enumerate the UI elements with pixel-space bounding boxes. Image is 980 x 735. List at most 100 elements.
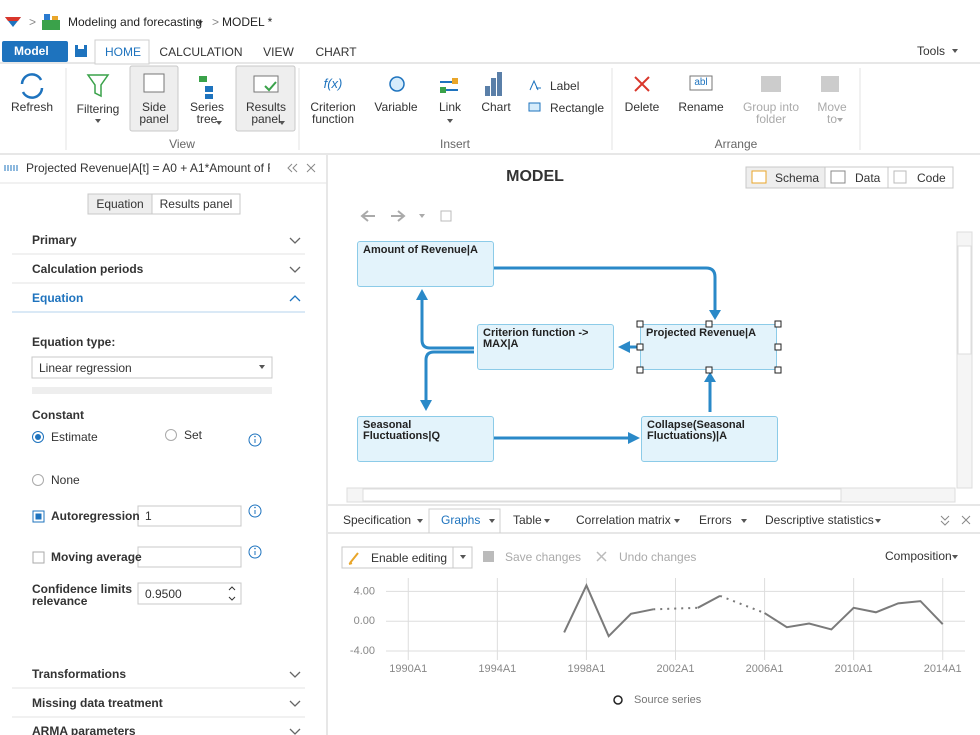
section-header[interactable]: ARMA parameters xyxy=(32,724,136,735)
section-header[interactable]: Equation xyxy=(32,291,84,305)
checkbox xyxy=(32,551,45,564)
menu-tab[interactable]: CALCULATION xyxy=(159,45,243,59)
radio-label[interactable]: Estimate xyxy=(51,430,98,444)
link-icon xyxy=(440,87,446,93)
results-tab[interactable]: Descriptive statistics xyxy=(765,513,874,527)
ribbon-button[interactable]: Label xyxy=(550,79,580,93)
diagram-node[interactable]: Projected Revenue|A xyxy=(640,324,777,370)
y-tick-label: -4.00 xyxy=(350,645,375,657)
info-icon xyxy=(254,506,256,509)
view-toggle-label[interactable]: Schema xyxy=(775,171,820,185)
input-value[interactable]: 1 xyxy=(145,509,152,523)
sub-tab[interactable]: Results panel xyxy=(159,197,233,211)
view-toggle-label[interactable]: Data xyxy=(855,171,881,185)
chart-icon xyxy=(497,72,502,96)
ribbon-button[interactable]: Variable xyxy=(374,100,418,114)
results-tab[interactable]: Table xyxy=(513,513,542,527)
caret xyxy=(875,519,881,523)
toolbar-button[interactable]: Composition xyxy=(885,549,952,563)
results-tab[interactable]: Specification xyxy=(343,513,412,527)
undo-icon xyxy=(596,551,607,562)
caret xyxy=(259,365,265,369)
ribbon-button[interactable]: Delete xyxy=(624,100,660,114)
radio-label[interactable]: None xyxy=(51,473,80,487)
ribbon-button[interactable]: Series tree xyxy=(189,100,224,126)
chevron xyxy=(289,700,301,707)
x-tick-label: 2014A1 xyxy=(924,663,962,675)
menu-tab[interactable]: CHART xyxy=(315,45,357,59)
section-header[interactable]: Calculation periods xyxy=(32,262,144,276)
save-icon-slot xyxy=(78,45,84,49)
caret xyxy=(417,519,423,523)
connector xyxy=(424,350,474,402)
nav-icon xyxy=(360,210,375,222)
menu-tab[interactable]: VIEW xyxy=(263,45,294,59)
results-tab[interactable]: Errors xyxy=(699,513,732,527)
pressed-button xyxy=(235,65,296,132)
group-label: View xyxy=(169,137,195,151)
chevron xyxy=(289,728,301,735)
breadcrumb-app[interactable]: Modeling and forecasting xyxy=(68,15,203,29)
ribbon-button[interactable]: Move to xyxy=(817,100,847,126)
breadcrumb-model[interactable]: MODEL * xyxy=(222,15,273,29)
close-icon xyxy=(306,163,316,173)
section-header[interactable]: Missing data treatment xyxy=(32,696,163,710)
folder-icon xyxy=(42,20,60,30)
folder-icon xyxy=(761,76,781,92)
select xyxy=(31,356,273,379)
ribbon-button[interactable]: Group into folder xyxy=(742,100,800,126)
side-panel-title: Projected Revenue|A[t] = A0 + A1*Amount … xyxy=(26,161,270,175)
diagram-node[interactable]: Seasonal Fluctuations|Q xyxy=(357,416,494,462)
checkbox-label[interactable]: Autoregression xyxy=(51,509,140,523)
ribbon-button[interactable]: Rename xyxy=(678,100,724,114)
diagram-node[interactable]: Amount of Revenue|A xyxy=(357,241,494,287)
radio-label[interactable]: Set xyxy=(184,428,203,442)
ribbon-button[interactable]: Link xyxy=(438,100,461,114)
ribbon-button[interactable]: Rectangle xyxy=(550,101,605,115)
side-panel-icon xyxy=(143,73,165,93)
section-header[interactable]: Transformations xyxy=(32,667,127,681)
toolbar-button[interactable]: Undo changes xyxy=(619,550,697,564)
model-button[interactable]: Model xyxy=(2,41,68,62)
results-tab[interactable]: Graphs xyxy=(441,513,481,527)
checkbox-label[interactable]: Moving average xyxy=(51,550,142,564)
diagram-node[interactable]: Collapse(Seasonal Fluctuations)|A xyxy=(641,416,778,462)
caret xyxy=(279,121,285,125)
caret xyxy=(837,118,843,122)
caret xyxy=(741,519,747,523)
section-header[interactable]: Primary xyxy=(32,233,77,247)
ribbon-button[interactable]: Results panel xyxy=(245,100,286,126)
view-toggle-label[interactable]: Code xyxy=(917,171,946,185)
ribbon-button[interactable]: Side panel xyxy=(139,100,169,126)
tools-menu[interactable]: Tools xyxy=(917,44,946,58)
select-value[interactable]: Linear regression xyxy=(39,361,132,375)
x-tick-label: 2010A1 xyxy=(835,663,873,675)
caret xyxy=(95,119,101,123)
diagram-node[interactable]: Criterion function -> MAX|A xyxy=(477,324,614,370)
link-icon xyxy=(452,78,458,84)
ribbon-button[interactable]: Filtering xyxy=(76,102,120,116)
legend-marker xyxy=(613,695,623,705)
y-tick-label: 4.00 xyxy=(354,585,375,597)
spinner xyxy=(228,586,236,601)
arrowhead xyxy=(416,289,428,300)
results-tab[interactable]: Correlation matrix xyxy=(576,513,671,527)
x-tick-label: 2006A1 xyxy=(746,663,784,675)
ribbon-button[interactable]: Chart xyxy=(481,100,511,114)
ribbon-button[interactable]: Refresh xyxy=(10,100,54,114)
results-check xyxy=(264,81,277,92)
ribbon-button[interactable]: Criterion function xyxy=(310,100,356,126)
breadcrumb-separator: > xyxy=(29,15,37,29)
caret xyxy=(197,21,203,25)
folder-icon xyxy=(44,14,50,20)
toolbar-button[interactable]: Enable editing xyxy=(371,551,448,565)
gap-bridge xyxy=(653,606,698,611)
caret xyxy=(544,519,550,523)
connector xyxy=(494,266,717,312)
toolbar-button[interactable]: Save changes xyxy=(505,550,582,564)
tree-icon xyxy=(205,86,213,92)
sub-tab[interactable]: Equation xyxy=(96,197,144,211)
caret xyxy=(447,119,453,123)
menu-tab[interactable]: HOME xyxy=(105,45,141,59)
input-value[interactable]: 0.9500 xyxy=(145,587,182,601)
